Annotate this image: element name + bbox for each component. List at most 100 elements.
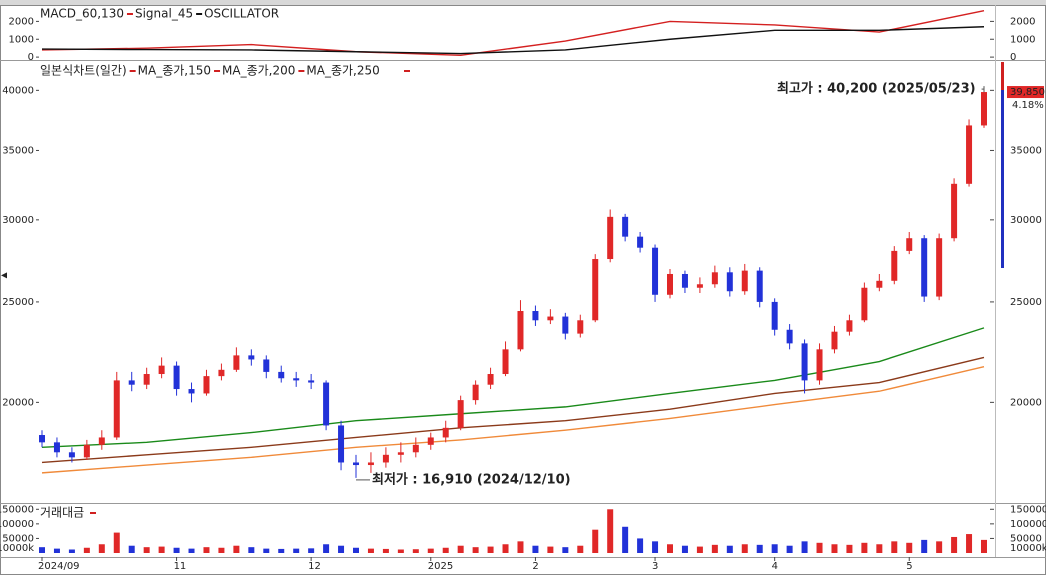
volume-bar: [517, 541, 524, 553]
candle-body: [278, 371, 285, 379]
volume-bar: [607, 509, 614, 553]
volume-bar: [68, 549, 75, 553]
y-tick-label: 2000: [1010, 16, 1035, 27]
candle-body: [622, 216, 629, 237]
volume-bar: [846, 544, 853, 553]
candle-body: [293, 378, 300, 381]
volume-bar: [696, 546, 703, 553]
volume-bar: [951, 536, 958, 553]
candle-body: [637, 236, 644, 248]
volume-bar: [801, 541, 808, 553]
y-tick-label: 0: [28, 52, 34, 63]
candle-body: [846, 320, 853, 332]
candle-body: [338, 425, 345, 463]
candle-body: [667, 273, 673, 295]
volume-bar: [861, 542, 868, 553]
candle-body: [68, 452, 75, 458]
volume-bar: [113, 532, 120, 553]
candle-body: [861, 287, 868, 321]
candle-body: [801, 343, 808, 381]
candle-body: [816, 349, 823, 381]
candle-body: [966, 125, 973, 184]
candle-body: [681, 273, 688, 288]
candle-body: [532, 311, 539, 321]
candle-body: [562, 316, 569, 334]
volume-bar: [622, 526, 629, 553]
y-tick-label: 35000: [1010, 145, 1042, 156]
candle-body: [248, 355, 255, 360]
volume-bar: [412, 549, 419, 553]
candle-body: [188, 389, 195, 394]
moving-average: [41, 356, 985, 464]
x-tick-label: 2: [532, 561, 538, 572]
volume-bar: [562, 547, 569, 553]
candle-body: [711, 272, 718, 285]
volume-bar: [53, 548, 60, 553]
y-tick-label: 35000: [2, 145, 34, 156]
y-tick-label: 2000: [9, 16, 34, 27]
candle-body: [696, 284, 703, 288]
volume-bar: [39, 547, 45, 553]
volume-bar: [726, 545, 733, 553]
candle-body: [39, 435, 45, 443]
volume-bar: [367, 548, 374, 553]
unit-label: 10000k: [1010, 543, 1046, 554]
candle-body: [173, 365, 180, 390]
candle-body: [457, 400, 464, 428]
volume-bar: [532, 545, 539, 553]
volume-bar: [293, 548, 300, 553]
volume-bar: [143, 547, 150, 553]
candle-body: [323, 382, 330, 426]
volume-bar: [472, 547, 479, 553]
volume-bar: [876, 544, 883, 553]
volume-bar: [786, 545, 793, 553]
candle-body: [891, 250, 898, 281]
y-tick-label: 1000: [9, 34, 34, 45]
legend-label: 거래대금: [40, 506, 84, 520]
volume-bar: [502, 544, 509, 553]
volume-bar: [966, 534, 973, 553]
candle-body: [771, 301, 778, 330]
volume-bar: [906, 542, 913, 553]
legend-label: 일본식차트(일간): [40, 64, 127, 78]
x-tick-label: 3: [652, 561, 658, 572]
y-tick-label: 30000: [2, 215, 34, 226]
y-tick-label: 100000: [0, 519, 34, 530]
candle-body: [487, 374, 494, 385]
y-tick-label: 25000: [2, 297, 34, 308]
volume-bar: [547, 546, 554, 553]
price-tag-label: 39,850: [1010, 87, 1045, 98]
candle-body: [726, 272, 733, 292]
candle-body: [382, 454, 389, 463]
macd-line: [41, 26, 985, 55]
x-tick-label: 11: [174, 561, 187, 572]
candle-body: [263, 359, 270, 372]
candle-body: [981, 92, 987, 126]
candle-body: [233, 355, 240, 370]
x-tick-label: 5: [906, 561, 912, 572]
volume-bar: [921, 539, 928, 553]
volume-bar: [353, 547, 359, 553]
legend-label: MA_종가,150: [138, 64, 211, 78]
volume-bar: [681, 545, 688, 553]
candle-body: [951, 183, 958, 239]
macd-line: [41, 9, 985, 57]
side-handle[interactable]: ◂: [1, 268, 7, 282]
volume-bar: [158, 546, 165, 553]
volume-bar: [323, 544, 330, 553]
y-tick-label: 20000: [1010, 397, 1042, 408]
y-tick-label: 150000: [1010, 504, 1046, 515]
scroll-indicator: [1001, 62, 1004, 90]
volume-bar: [203, 547, 210, 553]
legend-swatch: [196, 13, 203, 15]
low-annotation: 최저가 : 16,910 (2024/12/10): [372, 472, 571, 487]
candle-body: [936, 238, 943, 297]
volume-bar: [338, 545, 345, 553]
scroll-indicator: [1001, 90, 1004, 268]
candle-body: [547, 316, 554, 321]
candle-body: [517, 311, 524, 350]
candle-body: [652, 247, 659, 295]
toolbar-strip: [0, 0, 1046, 5]
